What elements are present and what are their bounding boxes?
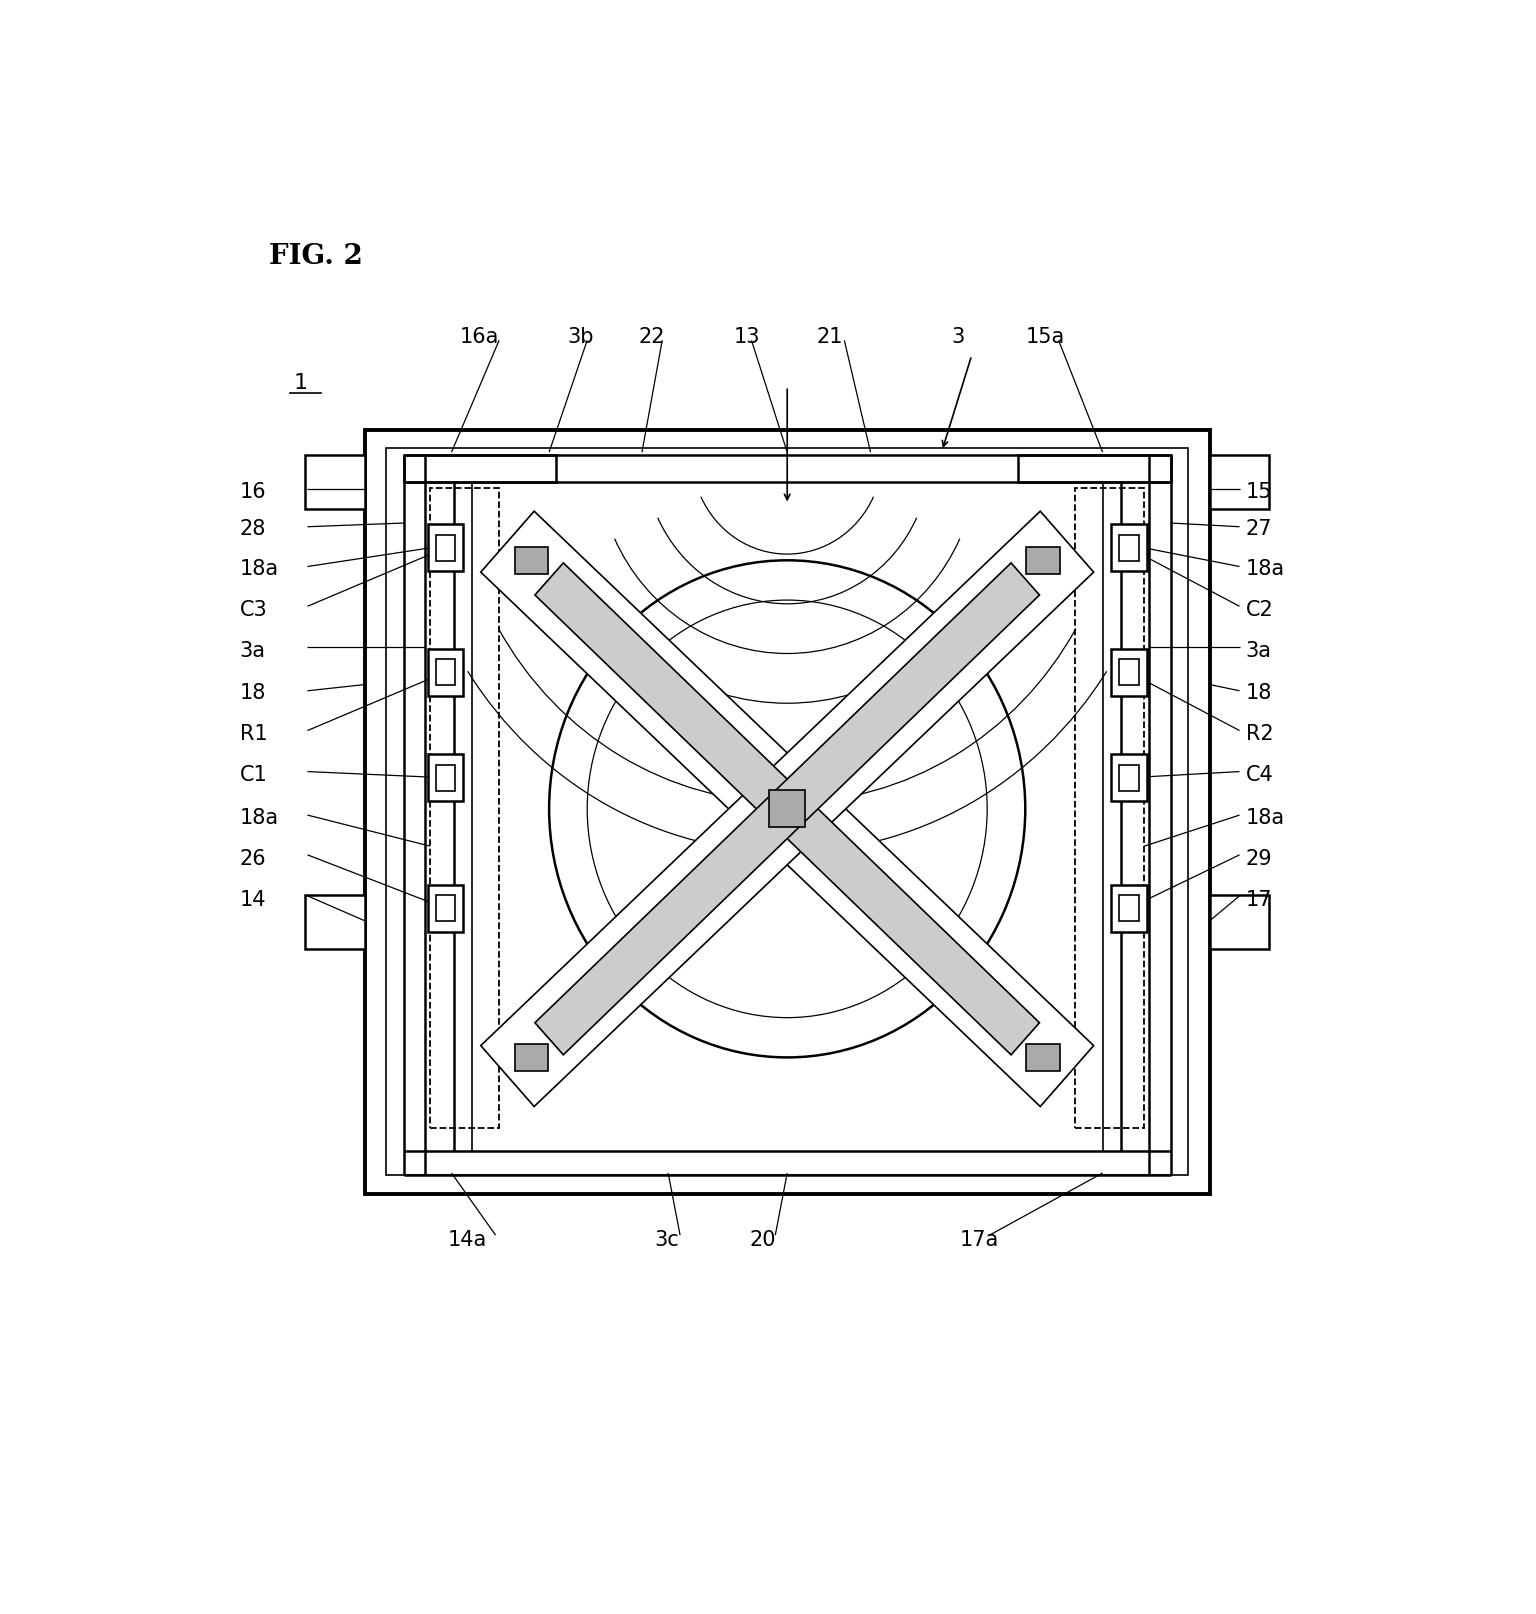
Text: 18a: 18a <box>240 807 278 828</box>
Text: 14a: 14a <box>449 1230 487 1251</box>
Bar <box>404 455 556 483</box>
Text: 17a: 17a <box>960 1230 998 1251</box>
Text: 29: 29 <box>1246 849 1272 868</box>
Text: 20: 20 <box>750 1230 776 1251</box>
Bar <box>386 449 1189 1175</box>
Bar <box>436 896 455 922</box>
Bar <box>1120 765 1138 791</box>
Text: 18: 18 <box>1246 683 1272 704</box>
Text: 26: 26 <box>240 849 266 868</box>
Bar <box>515 1044 548 1072</box>
Text: 3a: 3a <box>1246 641 1272 662</box>
Bar <box>1210 894 1269 949</box>
Text: 27: 27 <box>1246 520 1272 539</box>
Polygon shape <box>481 512 1094 1107</box>
Text: 18a: 18a <box>1246 558 1284 579</box>
Text: 17: 17 <box>1246 889 1272 910</box>
Bar <box>306 455 364 510</box>
Bar <box>436 659 455 684</box>
Text: 18a: 18a <box>1246 807 1284 828</box>
Bar <box>1120 534 1138 560</box>
Text: 28: 28 <box>240 520 266 539</box>
Bar <box>427 525 464 571</box>
Bar <box>436 765 455 791</box>
Text: 21: 21 <box>817 326 843 347</box>
Text: 22: 22 <box>639 326 665 347</box>
Bar <box>1111 525 1147 571</box>
Bar <box>430 487 499 1128</box>
Text: 18a: 18a <box>240 558 278 579</box>
Bar <box>364 429 1210 1194</box>
Text: 15a: 15a <box>1026 326 1064 347</box>
Text: C1: C1 <box>240 765 267 786</box>
Text: 1: 1 <box>293 373 307 392</box>
Text: 3c: 3c <box>654 1230 679 1251</box>
Text: 15: 15 <box>1246 483 1272 502</box>
Text: R1: R1 <box>240 725 267 744</box>
Bar <box>1026 1044 1060 1072</box>
Bar <box>427 649 464 696</box>
Text: 13: 13 <box>734 326 760 347</box>
Bar <box>1120 896 1138 922</box>
Polygon shape <box>481 512 1094 1107</box>
Bar <box>1120 659 1138 684</box>
Polygon shape <box>535 563 1040 1056</box>
Polygon shape <box>535 563 1040 1056</box>
Bar <box>1111 754 1147 802</box>
Bar <box>1075 487 1144 1128</box>
Bar <box>306 894 364 949</box>
Text: R2: R2 <box>1246 725 1273 744</box>
Bar <box>1111 649 1147 696</box>
Bar <box>1111 884 1147 931</box>
Text: 14: 14 <box>240 889 266 910</box>
Text: 3a: 3a <box>240 641 266 662</box>
Bar <box>427 754 464 802</box>
Bar <box>515 547 548 575</box>
Text: 3b: 3b <box>567 326 593 347</box>
Bar <box>1026 547 1060 575</box>
Text: 16: 16 <box>240 483 266 502</box>
Bar <box>427 884 464 931</box>
Text: 16a: 16a <box>459 326 499 347</box>
Text: 3: 3 <box>951 326 965 347</box>
Text: 18: 18 <box>240 683 266 704</box>
Bar <box>1210 455 1269 510</box>
Text: FIG. 2: FIG. 2 <box>269 244 362 271</box>
Bar <box>770 791 805 828</box>
Text: C4: C4 <box>1246 765 1273 786</box>
Bar <box>436 534 455 560</box>
Text: C2: C2 <box>1246 600 1273 620</box>
Text: C3: C3 <box>240 600 267 620</box>
Bar <box>1018 455 1170 483</box>
